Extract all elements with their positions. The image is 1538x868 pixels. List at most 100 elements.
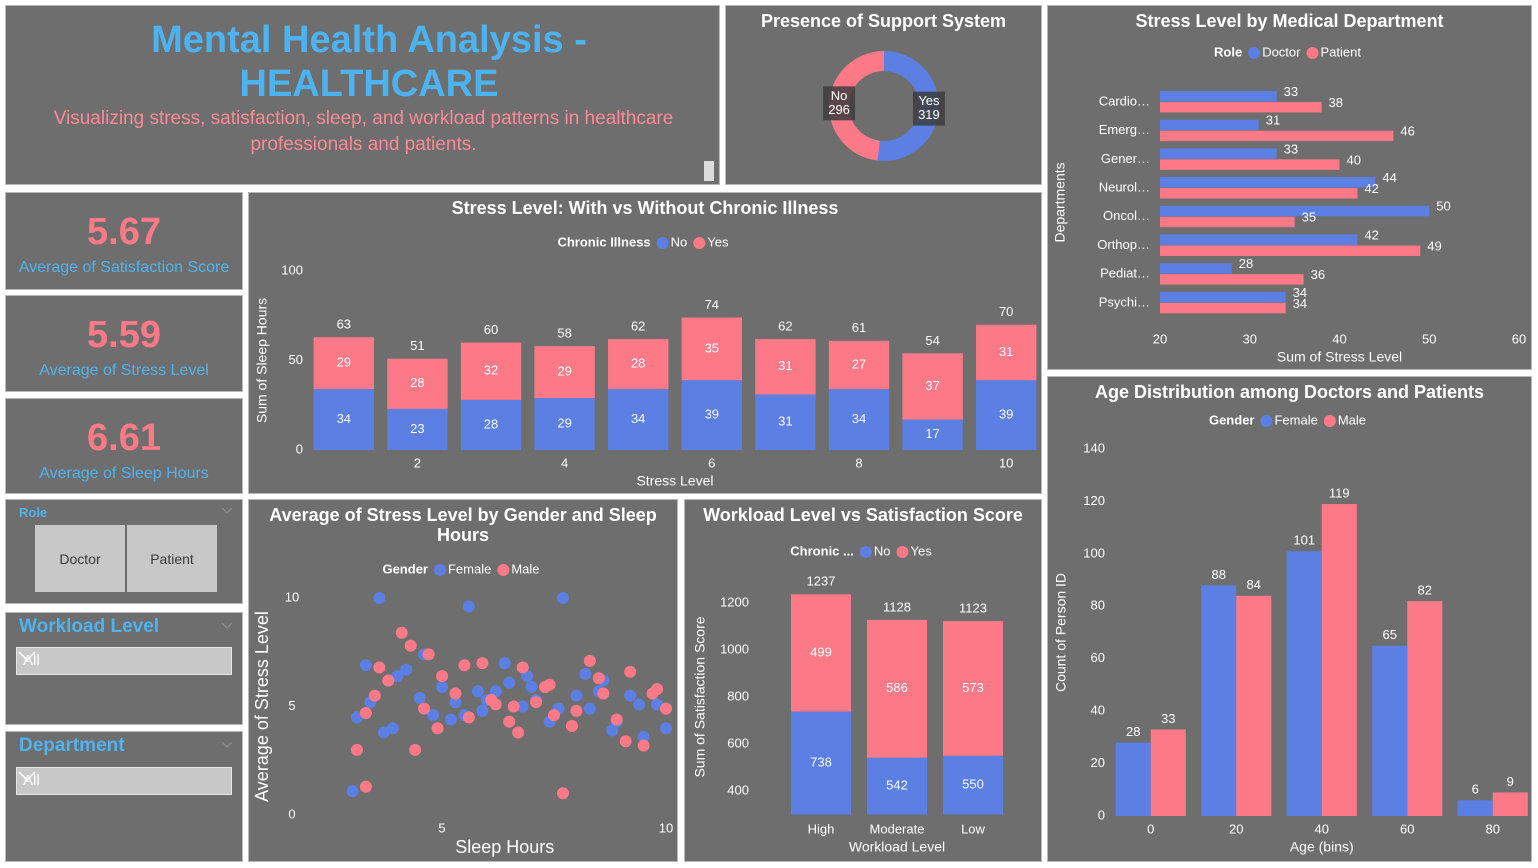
y-tick-label: 40 [1091,703,1105,718]
dropdown[interactable]: All [16,767,232,795]
total-label: 51 [410,338,424,353]
data-label: 31 [999,344,1013,359]
data-label: 34 [1293,285,1307,300]
data-label: 29 [557,364,571,379]
legend-label: No [671,234,688,249]
point [418,702,431,715]
chart: Chronic ... No Yes 400 600 800 1000 1200 High Mod… [692,543,1004,855]
point [373,592,386,604]
bar-segment [1236,595,1272,816]
point [597,687,610,700]
point [606,724,619,737]
legend-marker [859,546,872,558]
legend-label: Patient [1320,44,1361,59]
y-tick-label: 5 [288,698,295,713]
point [458,659,471,672]
data-label: 27 [852,356,866,371]
legend-marker [1306,47,1319,59]
bar-segment [313,389,374,450]
point [409,743,422,756]
kpi-label: Average of Satisfaction Score [18,259,230,276]
point [592,672,605,685]
x-tick-label: 30 [1243,331,1257,346]
point [462,600,475,613]
bar [1160,130,1394,142]
y-tick-label: 100 [1083,545,1105,560]
bar-segment [866,619,928,758]
slicer-option[interactable]: Patient [127,525,217,592]
y-tick-label: 20 [1091,755,1105,770]
point [583,654,596,667]
chart-title: Stress Level by Medical Department [1135,11,1444,31]
data-label: 28 [1126,724,1140,739]
point [395,626,408,639]
data-label: 50 [1436,199,1450,214]
point [570,704,583,717]
chevron-icon[interactable] [220,506,234,516]
point [637,730,650,743]
y-axis-title: Sum of Sleep Hours [254,298,270,423]
y-axis-title: Departments [1052,162,1068,242]
chart-panel: Presence of Support System Yes 319 No 296 [725,5,1042,185]
bar-segment [902,353,963,420]
point [359,707,372,720]
point [556,592,569,604]
role-slicer: Role Doctor Patient [5,499,243,604]
total-label: 58 [557,326,571,341]
dropdown-arrow [18,651,36,662]
data-label: 46 [1400,124,1414,139]
bar-segment [460,342,522,400]
scrollbar[interactable] [704,161,714,181]
chart-title: Stress Level: With vs Without Chronic Il… [451,198,839,218]
point [570,689,583,702]
chart: Gender Female Male 0 5 10 5 10 Sleep Hours Averag… [252,561,673,856]
chart: Gender Female Male 0 20 40 60 80 100 120 140 0 20 40 6… [1053,412,1528,855]
kpi-card: 6.61 Average of Sleep Hours [5,398,243,494]
kpi-value: 6.61 [87,417,161,459]
dropdown[interactable]: All [16,647,232,675]
legend-marker [1323,415,1336,427]
chart: Chronic Illness No Yes 0 50 100 2 4 6 8 10 34 29 63 23… [254,234,1037,489]
data-label: 28 [631,356,645,371]
data-label: 586 [886,680,908,695]
point [404,639,417,652]
point [624,665,637,678]
y-tick-label: 100 [281,262,303,277]
department-slicer: Department All [5,731,243,862]
point [619,735,632,748]
bar-segment [866,757,928,815]
data-label: 119 [1329,485,1350,500]
dashboard-subtitle: Visualizing stress, satisfaction, sleep,… [53,108,674,155]
data-label: 9 [1507,774,1514,789]
data-label: 36 [1311,267,1325,282]
x-tick-label: 80 [1486,821,1500,836]
legend-marker [656,237,669,249]
point [503,715,516,728]
y-tick-label: 400 [727,782,749,797]
y-tick-label: 120 [1083,493,1105,508]
chart-title: Workload Level vs Satisfaction Score [703,505,1023,525]
chevron-icon[interactable] [220,740,234,750]
point [512,726,525,739]
x-tick-label: 10 [659,820,673,835]
point [633,698,646,711]
data-label: 37 [925,378,939,393]
data-label: 29 [337,355,351,370]
data-label: 65 [1382,627,1396,642]
x-tick-label: 60 [1400,821,1414,836]
chevron-icon[interactable] [220,621,234,631]
point [350,743,363,756]
point [624,689,637,702]
y-tick-label: 0 [1098,807,1105,822]
total-label: 1123 [959,601,987,616]
data-label: 35 [1302,210,1316,225]
slicer-option[interactable]: Doctor [35,525,125,592]
data-label: 542 [886,778,908,793]
bar-segment [976,380,1037,450]
bar [1160,263,1232,274]
point [462,711,475,724]
label-box [823,86,856,121]
data-label: 33 [1161,711,1175,726]
point [359,659,372,672]
